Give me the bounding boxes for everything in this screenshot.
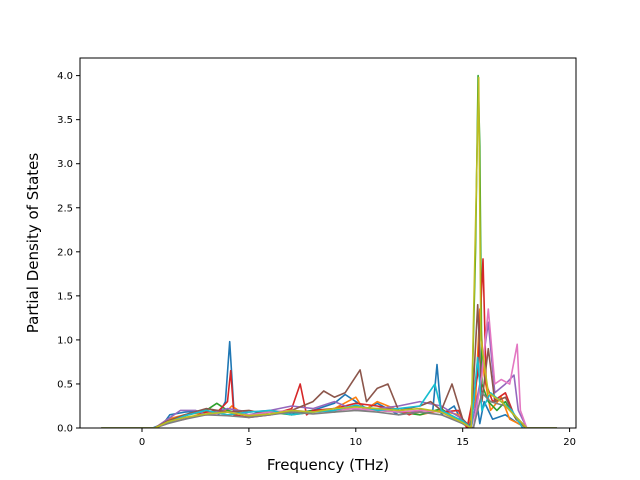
y-tick-label: 2.0: [57, 247, 73, 258]
x-axis: 0 5 10 15 20: [139, 428, 576, 448]
y-axis: 0.0 0.5 1.0 1.5 2.0 2.5 3.0 3.5 4.0: [57, 71, 80, 435]
y-tick-label: 3.0: [57, 159, 73, 170]
y-tick-label: 0.5: [57, 379, 73, 390]
plot-frame: [79, 57, 577, 429]
y-tick-label: 3.5: [57, 115, 73, 126]
y-tick-label: 1.0: [57, 335, 73, 346]
series-line-3: [101, 74, 557, 428]
x-tick-label: 10: [349, 437, 362, 448]
x-axis-label: Frequency (THz): [267, 456, 389, 474]
y-tick-label: 2.5: [57, 203, 73, 214]
series-line-10: [101, 76, 557, 428]
y-tick-label: 4.0: [57, 71, 73, 82]
x-tick-label: 5: [246, 437, 252, 448]
x-tick-label: 15: [456, 437, 469, 448]
y-axis-label: Partial Density of States: [24, 153, 42, 334]
x-tick-label: 0: [139, 437, 145, 448]
x-tick-label: 20: [563, 437, 576, 448]
series-line-9: [101, 391, 557, 428]
y-tick-label: 0.0: [57, 424, 73, 435]
y-tick-label: 1.5: [57, 291, 73, 302]
series-layer: [101, 74, 557, 428]
